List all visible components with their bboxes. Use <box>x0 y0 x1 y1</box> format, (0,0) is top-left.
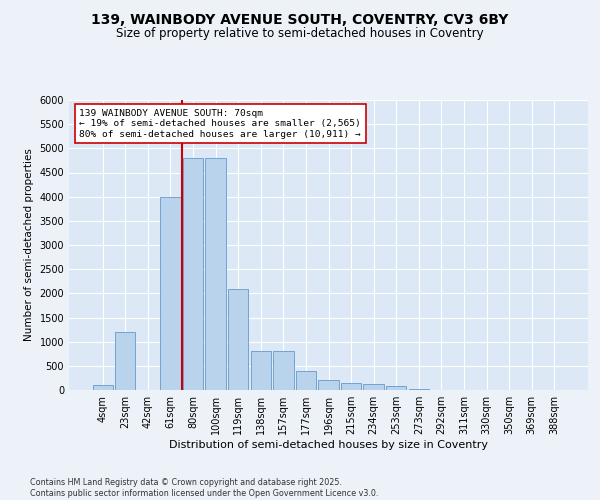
Text: Size of property relative to semi-detached houses in Coventry: Size of property relative to semi-detach… <box>116 28 484 40</box>
X-axis label: Distribution of semi-detached houses by size in Coventry: Distribution of semi-detached houses by … <box>169 440 488 450</box>
Text: Contains HM Land Registry data © Crown copyright and database right 2025.
Contai: Contains HM Land Registry data © Crown c… <box>30 478 379 498</box>
Bar <box>160 196 181 390</box>
Bar <box>92 385 113 390</box>
Bar <box>273 352 293 390</box>
Bar <box>183 158 203 390</box>
Bar <box>296 370 316 390</box>
Bar <box>364 384 384 390</box>
Bar <box>115 332 136 390</box>
Bar <box>228 288 248 390</box>
Bar <box>341 383 361 390</box>
Bar <box>251 352 271 390</box>
Text: 139 WAINBODY AVENUE SOUTH: 70sqm
← 19% of semi-detached houses are smaller (2,56: 139 WAINBODY AVENUE SOUTH: 70sqm ← 19% o… <box>79 108 361 138</box>
Y-axis label: Number of semi-detached properties: Number of semi-detached properties <box>24 148 34 342</box>
Bar <box>319 380 338 390</box>
Bar <box>205 158 226 390</box>
Text: 139, WAINBODY AVENUE SOUTH, COVENTRY, CV3 6BY: 139, WAINBODY AVENUE SOUTH, COVENTRY, CV… <box>91 12 509 26</box>
Bar <box>409 388 429 390</box>
Bar <box>386 386 406 390</box>
